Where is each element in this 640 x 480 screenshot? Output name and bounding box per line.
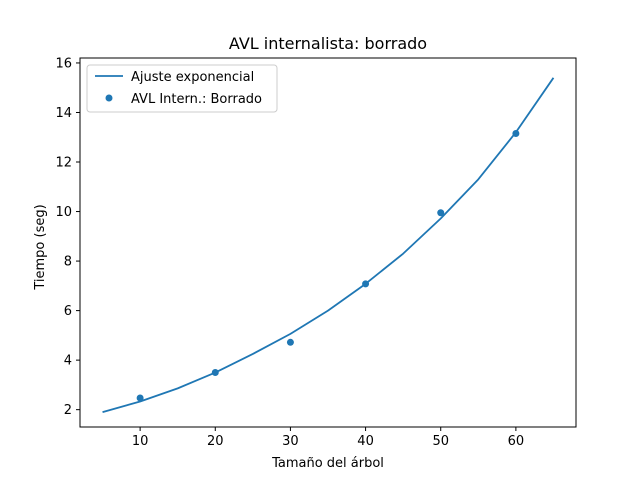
data-point [211, 369, 219, 377]
x-axis-label: Tamaño del árbol [271, 456, 384, 471]
x-tick-label: 40 [357, 434, 374, 449]
chart-title: AVL internalista: borrado [229, 34, 427, 53]
y-tick-label: 12 [55, 156, 72, 171]
y-axis: 2 4 6 8 10 12 14 16 [55, 56, 80, 418]
axes-frame [79, 57, 577, 428]
legend-label-data: AVL Intern.: Borrado [131, 92, 262, 107]
y-tick-label: 14 [55, 106, 72, 121]
series-layer [102, 77, 555, 414]
y-tick-label: 10 [55, 205, 72, 220]
legend: Ajuste exponencial AVL Intern.: Borrado [86, 64, 278, 113]
data-point [136, 394, 144, 402]
x-tick-label: 10 [132, 434, 149, 449]
data-point [512, 130, 520, 138]
x-tick-label: 20 [207, 434, 224, 449]
y-axis-label: Tiempo (seg) [33, 204, 48, 290]
data-point [286, 338, 294, 346]
y-tick-label: 6 [64, 304, 72, 319]
plot-area [79, 57, 577, 428]
y-tick-label: 2 [64, 403, 72, 418]
data-point [362, 280, 370, 288]
x-axis: 10 20 30 40 50 60 [132, 427, 524, 449]
legend-box [86, 64, 278, 113]
legend-label-fit: Ajuste exponencial [131, 70, 254, 85]
y-tick-label: 4 [64, 354, 72, 369]
fit-curve [102, 77, 555, 414]
x-tick-label: 30 [282, 434, 299, 449]
y-tick-label: 8 [64, 255, 72, 270]
x-tick-label: 50 [432, 434, 449, 449]
data-point [437, 209, 445, 217]
legend-point-swatch [105, 94, 113, 102]
y-tick-label: 16 [55, 56, 72, 71]
x-tick-label: 60 [508, 434, 525, 449]
